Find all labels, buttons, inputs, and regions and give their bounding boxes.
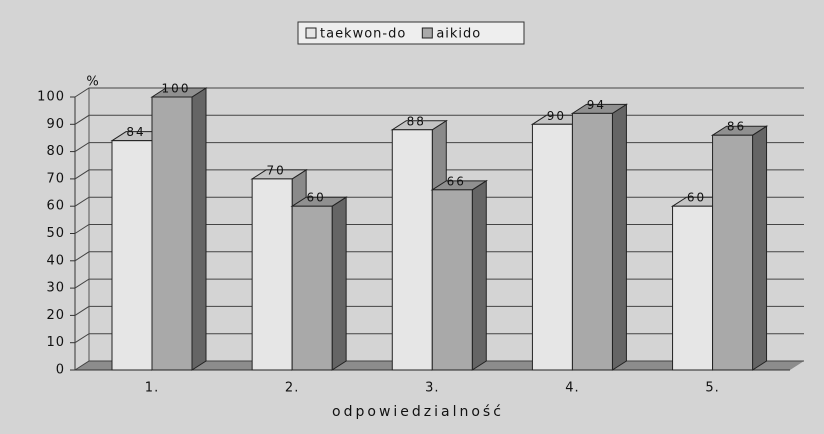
y-tick-label: 100	[37, 90, 65, 105]
x-tick-label: 3.	[425, 381, 439, 396]
value-label: 60	[687, 191, 706, 205]
bar	[570, 103, 629, 371]
x-tick-label: 5.	[705, 381, 719, 396]
value-label: 84	[126, 125, 145, 139]
bar-front	[151, 96, 193, 371]
bar-front	[251, 178, 293, 371]
y-tick-label: 80	[46, 144, 65, 159]
legend-label: aikido	[436, 27, 481, 42]
bar-front	[391, 129, 433, 371]
bar-side	[471, 179, 487, 371]
y-tick-label: 60	[46, 199, 65, 214]
value-label: 70	[266, 163, 285, 177]
y-tick-label: 40	[46, 253, 65, 268]
value-label: 100	[162, 82, 191, 96]
x-tick-label: 4.	[565, 381, 579, 396]
y-unit: %	[86, 75, 99, 90]
bar-front	[291, 205, 333, 371]
grid-line	[74, 87, 804, 98]
value-label: 86	[727, 120, 746, 134]
y-tick-label: 0	[56, 363, 65, 378]
y-tick-label: 50	[46, 226, 65, 241]
legend-swatch	[421, 27, 433, 39]
value-label: 60	[306, 191, 325, 205]
bar-front	[672, 205, 714, 371]
bar-side	[611, 103, 627, 371]
bar-front	[531, 123, 573, 371]
value-label: 66	[447, 174, 466, 188]
legend-box	[297, 21, 525, 45]
value-label: 94	[587, 98, 606, 112]
bar-front	[571, 112, 613, 371]
bar-front	[712, 134, 754, 371]
bar	[150, 87, 208, 371]
bar	[430, 179, 488, 371]
legend-label: taekwon-do	[320, 27, 406, 42]
value-label: 90	[547, 109, 566, 123]
bar	[290, 196, 348, 371]
y-tick-label: 70	[46, 171, 65, 186]
x-tick-label: 1.	[145, 381, 159, 396]
x-tick-label: 2.	[285, 381, 299, 396]
y-tick-label: 10	[46, 335, 65, 350]
y-tick-label: 20	[46, 308, 65, 323]
bar-side	[752, 125, 768, 371]
bar-front	[431, 189, 473, 371]
legend: taekwon-do aikido	[297, 21, 525, 45]
value-label: 88	[407, 114, 426, 128]
y-tick-label: 30	[46, 281, 65, 296]
legend-swatch	[305, 27, 317, 39]
x-axis-label: odpowiedzialność	[332, 404, 504, 420]
y-tick-label: 90	[46, 117, 65, 132]
bar	[710, 125, 769, 371]
bar-side	[191, 87, 207, 371]
bar-front	[111, 140, 153, 371]
bar-side	[331, 196, 347, 371]
